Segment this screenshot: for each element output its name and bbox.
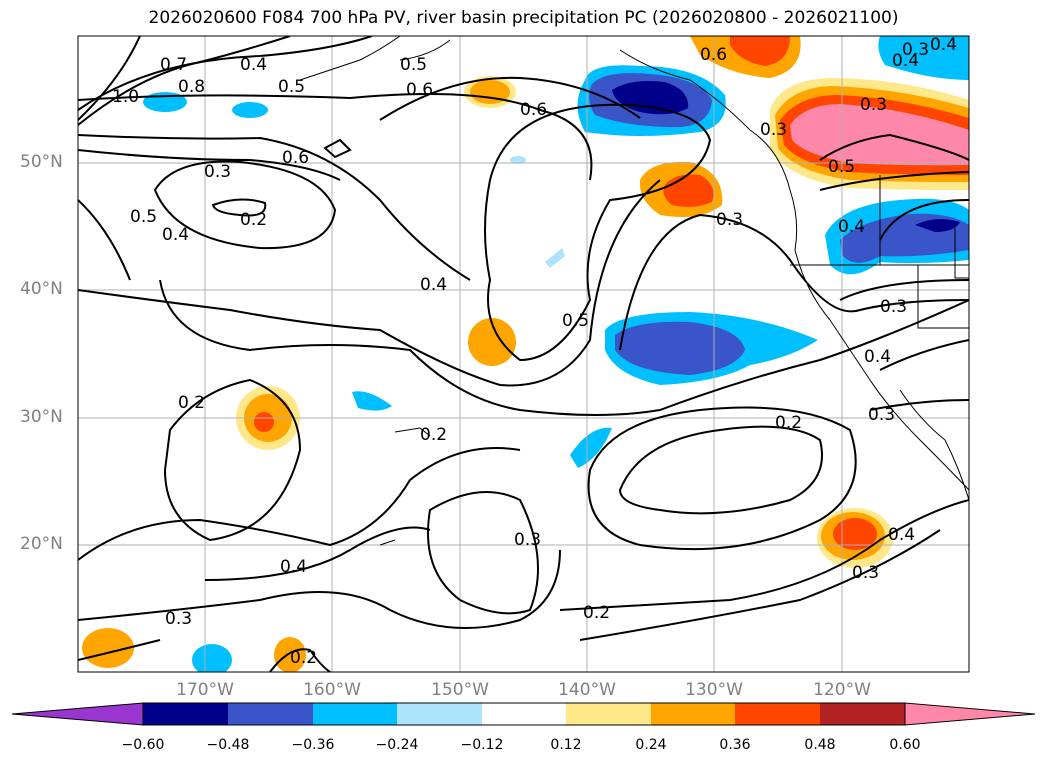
- shade-neg-central-inner: [615, 321, 745, 375]
- shade-neg-small-2: [352, 391, 392, 411]
- colorbar-tick-label: 0.36: [719, 737, 751, 753]
- lat-label: 20°N: [20, 534, 63, 554]
- colorbar-tick-label: −0.36: [291, 737, 335, 753]
- lon-label: 130°W: [685, 680, 743, 700]
- shade-neg-small-4: [510, 156, 526, 164]
- shade-pos-150w: [468, 318, 516, 366]
- contour-label: 0.2: [240, 210, 267, 230]
- shade-pos-bottom-mid: [274, 637, 306, 672]
- colorbar-tick-label: 0.12: [550, 737, 582, 753]
- colorbar-tick-label: −0.48: [206, 737, 250, 753]
- shade-pos-nw-us-core: [790, 104, 969, 166]
- contour-label: 0.4: [240, 55, 267, 75]
- contour-label: 0.5: [400, 55, 427, 75]
- contour-label: 0.3: [165, 609, 192, 629]
- contour-label: 0.7: [160, 55, 187, 75]
- contour-label: 0.3: [868, 405, 895, 425]
- contour-label: 0.6: [520, 100, 547, 120]
- contour-label: 0.4: [162, 225, 189, 245]
- contour-label-group: 0.7 0.8 1.0 0.4 0.5 0.6 0.6 0.4 0.6 0.6 …: [112, 35, 957, 668]
- contour-label: 0.4: [892, 51, 919, 71]
- contour-label: 0.6: [406, 80, 433, 100]
- lon-label: 160°W: [303, 680, 361, 700]
- shade-neg-top-left-2: [232, 102, 268, 118]
- shade-neg-top-right: [878, 36, 969, 80]
- lon-label: 140°W: [558, 680, 616, 700]
- shade-pos-top-right-core: [730, 36, 790, 66]
- colorbar-tick-label: 0.48: [804, 737, 836, 753]
- contour-label: 0.3: [716, 210, 743, 230]
- contour-label: 0.3: [860, 95, 887, 115]
- contour-label: 1.0: [112, 87, 139, 107]
- shade-pos-165w-core: [254, 412, 274, 432]
- contour-label: 0.4: [280, 557, 307, 577]
- colorbar-segment: [313, 703, 397, 725]
- coastlines: [299, 36, 969, 546]
- colorbar-tick-label: 0.60: [889, 737, 921, 753]
- lat-label: 30°N: [20, 407, 63, 427]
- colorbar-tick-label: −0.12: [460, 737, 504, 753]
- contour-label: 0.4: [864, 347, 891, 367]
- lat-label: 40°N: [20, 279, 63, 299]
- contour-label: 0.3: [852, 563, 879, 583]
- contour-label: 0.2: [178, 393, 205, 413]
- colorbar-frame: [142, 702, 906, 726]
- colorbar-segment: [397, 703, 482, 725]
- contour-label: 0.3: [514, 530, 541, 550]
- contour-label: 0.2: [775, 413, 802, 433]
- contour-label: 0.4: [420, 275, 447, 295]
- contour-label: 0.8: [178, 77, 205, 97]
- contour-label: 0.2: [420, 425, 447, 445]
- colorbar-segment: [228, 703, 313, 725]
- colorbar-segment: [482, 703, 566, 725]
- shade-pos-sw-core: [833, 518, 877, 550]
- colorbar-tick-label: −0.24: [375, 737, 419, 753]
- contour-label: 0.3: [204, 162, 231, 182]
- shade-neg-bottom: [192, 644, 232, 672]
- contour-label: 0.5: [130, 207, 157, 227]
- pv-contours: [78, 36, 969, 672]
- colorbar-segment: [566, 703, 651, 725]
- shade-pos-bottom-left: [82, 628, 134, 668]
- contour-label: 0.3: [902, 40, 929, 60]
- contour-label: 0.4: [888, 525, 915, 545]
- colorbar-tick-label: −0.60: [121, 737, 165, 753]
- colorbar-segment: [651, 703, 735, 725]
- colorbar-tick-label: 0.24: [635, 737, 667, 753]
- contour-label: 0.2: [290, 648, 317, 668]
- colorbar: [11, 702, 1036, 726]
- colorbar-extend-high: [904, 702, 1036, 726]
- contour-label: 0.6: [700, 45, 727, 65]
- contour-label: 0.3: [880, 297, 907, 317]
- contour-label: 0.4: [838, 217, 865, 237]
- contour-label: 0.5: [278, 77, 305, 97]
- colorbar-segment: [735, 703, 820, 725]
- shade-neg-small-1: [570, 427, 612, 468]
- lon-label: 120°W: [813, 680, 871, 700]
- contour-label: 0.4: [930, 35, 957, 55]
- shade-neg-small-3: [545, 248, 565, 268]
- lon-label: 170°W: [176, 680, 234, 700]
- contour-label: 0.6: [282, 148, 309, 168]
- lon-label: 150°W: [431, 680, 489, 700]
- contour-label: 0.5: [828, 157, 855, 177]
- contour-label: 0.5: [562, 311, 589, 331]
- colorbar-segment: [143, 703, 228, 725]
- figure-title: 2026020600 F084 700 hPa PV, river basin …: [148, 8, 899, 28]
- colorbar-extend-low: [11, 702, 144, 726]
- contour-label: 0.2: [583, 603, 610, 623]
- contour-label: 0.3: [760, 120, 787, 140]
- shade-pos-top-mid-core: [470, 80, 510, 104]
- shade-neg-interior-core: [915, 219, 960, 232]
- lat-label: 50°N: [20, 152, 63, 172]
- colorbar-segment: [820, 703, 905, 725]
- plot-frame: [77, 35, 970, 673]
